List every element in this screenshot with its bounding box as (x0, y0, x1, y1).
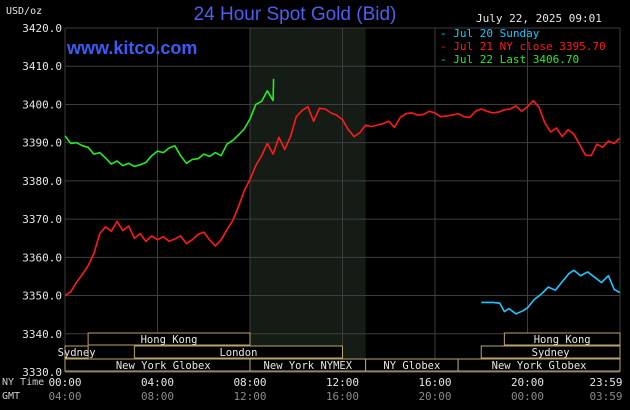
x-tick-label-gmt: 00:00 (511, 390, 544, 403)
x-tick-label-gmt: 08:00 (141, 390, 174, 403)
market-session-label: Hong Kong (141, 334, 198, 346)
market-session-bar (503, 332, 621, 346)
y-tick-label: 3420.0 (22, 22, 62, 35)
chart-timestamp: July 22, 2025 09:01 (476, 12, 602, 25)
x-tick-label-gmt: 16:00 (326, 390, 359, 403)
y-tick-label: 3350.0 (22, 290, 62, 303)
market-session-bar (64, 345, 89, 359)
market-session-bar (133, 345, 343, 359)
x-tick-label-ny: 12:00 (326, 376, 359, 389)
market-session-bar (87, 332, 251, 346)
x-tick-label-ny: 08:00 (233, 376, 266, 389)
x-tick-label-ny: 16:00 (418, 376, 451, 389)
y-tick-label: 3390.0 (22, 137, 62, 150)
series-jul-21-line (64, 99, 621, 297)
legend-item-jul-22: - Jul 22 Last 3406.70 (440, 53, 580, 66)
x-tick-label-gmt: 04:00 (48, 390, 81, 403)
brand-link[interactable]: www.kitco.com (67, 38, 198, 58)
y-tick-label: 3410.0 (22, 60, 62, 73)
market-session-label: New York Globex (492, 360, 587, 372)
x-tick-label-ny: 23:59 (589, 376, 622, 389)
session-highlight-band (250, 28, 366, 372)
market-session-label: New York NYMEX (264, 360, 353, 372)
series-jul-22-line (64, 78, 275, 168)
chart-legend: - Jul 20 Sunday - Jul 21 NY close 3395.7… (440, 27, 606, 66)
y-tick-label: 3340.0 (22, 328, 62, 341)
x-tick-label-gmt: 12:00 (233, 390, 266, 403)
legend-item-jul-20: - Jul 20 Sunday (440, 27, 540, 40)
market-session-bar (457, 358, 621, 372)
market-session-label: Hong Kong (534, 334, 591, 346)
y-tick-label: 3330.0 (22, 366, 62, 379)
x-tick-label-ny: 00:00 (48, 376, 81, 389)
x-tick-label-ny: 20:00 (511, 376, 544, 389)
y-tick-label: 3380.0 (22, 175, 62, 188)
market-session-label: Sydney (58, 347, 96, 359)
market-session-label: Sydney (532, 347, 570, 359)
ny-time-row-label: NY Time (2, 377, 45, 388)
market-session-label: New York Globex (116, 360, 211, 372)
chart-title: 24 Hour Spot Gold (Bid) (193, 4, 397, 25)
market-session-label: London (219, 347, 257, 359)
gmt-row-label: GMT (2, 391, 21, 402)
y-tick-label: 3400.0 (22, 98, 62, 111)
y-tick-label: 3370.0 (22, 213, 62, 226)
y-tick-label: 3360.0 (22, 251, 62, 264)
x-tick-label-ny: 04:00 (141, 376, 174, 389)
x-tick-label-gmt: 20:00 (418, 390, 451, 403)
legend-item-jul-21: - Jul 21 NY close 3395.70 (440, 40, 606, 53)
market-session-bar (480, 345, 621, 359)
series-jul-20-line (481, 269, 621, 315)
market-session-label: NY Globex (383, 360, 440, 372)
y-axis-unit-label: USD/oz (6, 6, 43, 17)
x-tick-label-gmt: 03:59 (589, 390, 622, 403)
